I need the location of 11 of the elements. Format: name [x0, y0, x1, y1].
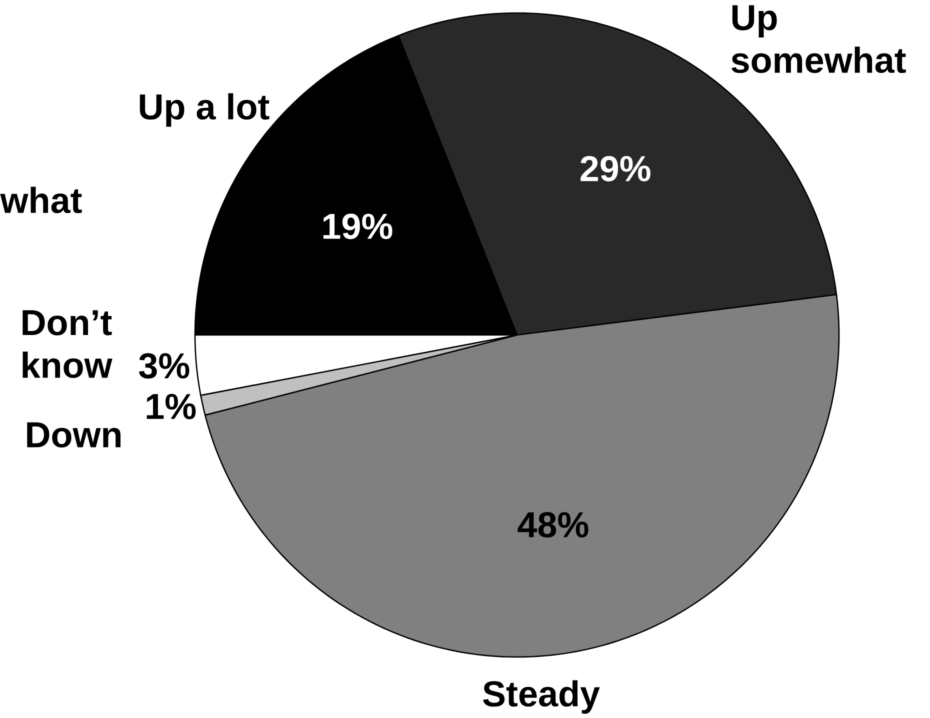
- data-label: 48%: [518, 512, 588, 538]
- data-label: 19%: [323, 214, 392, 240]
- slice-label: Down: [27, 422, 121, 448]
- text: what: [0, 186, 82, 214]
- slice-label: Up somewhat: [732, 5, 906, 74]
- slice-label: Steady: [483, 680, 600, 714]
- data-label: 29%: [580, 156, 650, 182]
- slice-label: Don’t know: [22, 310, 112, 378]
- data-label: 1%: [146, 394, 196, 420]
- slice-label: Up a lot: [140, 93, 270, 127]
- data-label: 3%: [139, 353, 190, 379]
